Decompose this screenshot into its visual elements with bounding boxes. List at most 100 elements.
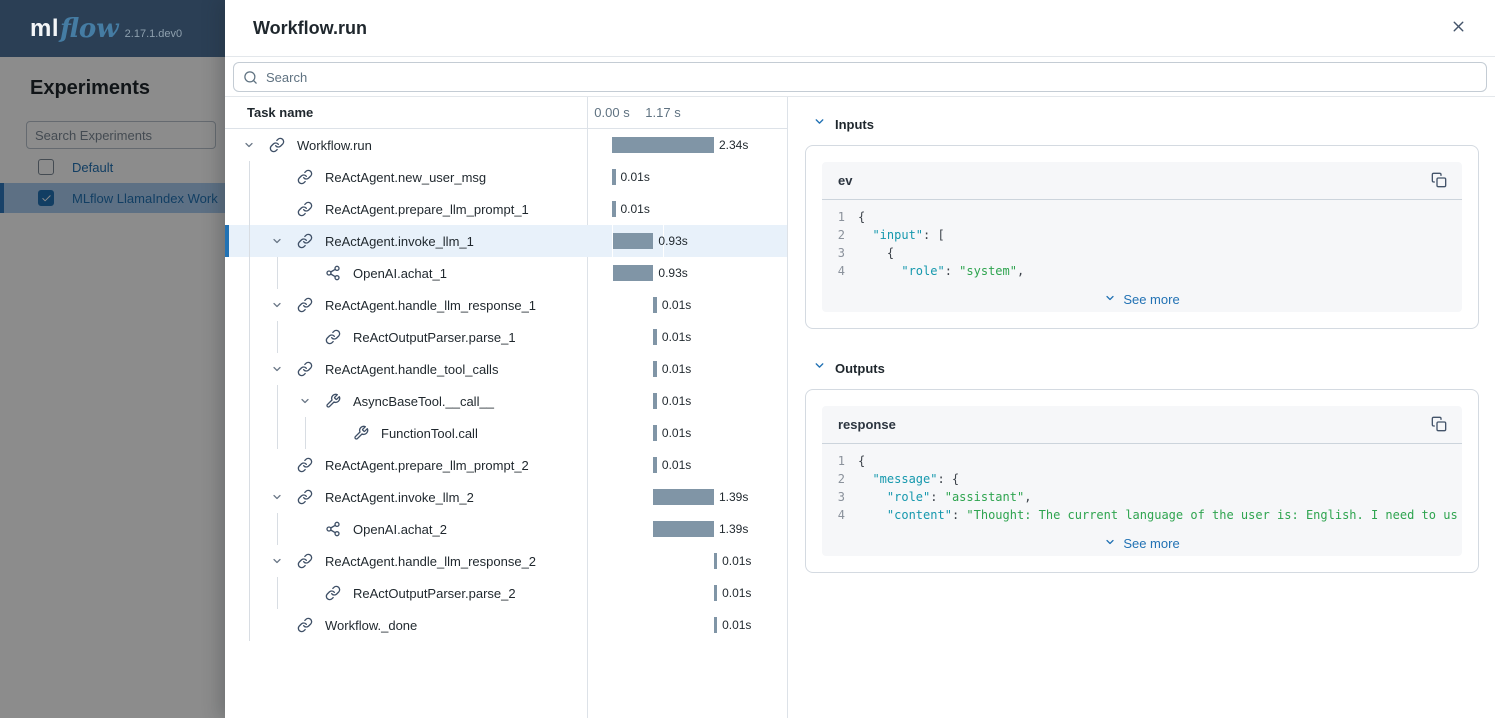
code-block-title: response [838, 417, 896, 432]
duration-bar[interactable] [713, 585, 718, 601]
close-button[interactable] [1445, 15, 1471, 41]
experiment-list-item[interactable]: MLflow LlamaIndex Work [0, 183, 225, 213]
experiment-list-item[interactable]: Default [0, 152, 225, 182]
task-name[interactable]: ReActAgent.prepare_llm_prompt_2 [325, 457, 529, 473]
experiment-name[interactable]: MLflow LlamaIndex Work [72, 190, 218, 206]
duration-label: 1.39s [719, 490, 749, 504]
task-row[interactable]: ReActAgent.handle_tool_calls 0.01s [225, 353, 787, 385]
task-name[interactable]: Workflow.run [297, 137, 372, 153]
duration-bar[interactable] [653, 297, 657, 313]
chevron-spacer [269, 457, 285, 473]
task-name[interactable]: ReActOutputParser.parse_2 [353, 585, 516, 601]
timeline-gridline [612, 225, 613, 257]
copy-icon [1431, 416, 1447, 435]
task-row[interactable]: ReActOutputParser.parse_1 0.01s [225, 321, 787, 353]
section-heading: Outputs [835, 360, 885, 376]
chevron-down-icon [813, 359, 826, 377]
task-row[interactable]: ReActAgent.invoke_llm_2 1.39s [225, 481, 787, 513]
experiment-checkbox[interactable] [38, 159, 54, 175]
tree-indent-guide [249, 385, 250, 417]
chain-icon [297, 489, 313, 505]
experiments-search-input[interactable] [26, 121, 216, 149]
task-row[interactable]: OpenAI.achat_1 0.93s [225, 257, 787, 289]
modal-backdrop[interactable] [0, 57, 225, 718]
duration-bar[interactable] [612, 201, 616, 217]
task-name[interactable]: ReActAgent.new_user_msg [325, 169, 487, 185]
expand-chevron-icon[interactable] [269, 297, 285, 313]
duration-bar[interactable] [653, 393, 657, 409]
duration-bar[interactable] [653, 361, 657, 377]
expand-chevron-icon[interactable] [269, 361, 285, 377]
task-row[interactable]: ReActAgent.handle_llm_response_2 0.01s [225, 545, 787, 577]
outputs-section-toggle[interactable]: Outputs [813, 359, 1479, 377]
task-name[interactable]: AsyncBaseTool.__call__ [353, 393, 494, 409]
task-row[interactable]: OpenAI.achat_2 1.39s [225, 513, 787, 545]
task-row[interactable]: AsyncBaseTool.__call__ 0.01s [225, 385, 787, 417]
wrench-icon [325, 393, 341, 409]
copy-button[interactable] [1430, 172, 1448, 190]
task-name[interactable]: ReActAgent.prepare_llm_prompt_1 [325, 201, 529, 217]
task-name[interactable]: ReActAgent.invoke_llm_1 [325, 233, 474, 249]
task-row[interactable]: ReActAgent.handle_llm_response_1 0.01s [225, 289, 787, 321]
tree-indent-guide [277, 577, 278, 609]
task-name[interactable]: ReActAgent.handle_llm_response_1 [325, 297, 537, 313]
sidebar-title: Experiments [30, 77, 151, 99]
tree-indent-guide [249, 577, 250, 609]
expand-chevron-icon[interactable] [241, 137, 257, 153]
expand-chevron-icon[interactable] [269, 233, 285, 249]
duration-bar[interactable] [653, 329, 657, 345]
duration-label: 0.01s [722, 554, 752, 568]
see-more-link[interactable]: See more [822, 530, 1462, 556]
expand-chevron-icon[interactable] [297, 393, 313, 409]
task-name[interactable]: OpenAI.achat_2 [353, 521, 447, 537]
duration-bar[interactable] [713, 553, 718, 569]
line-number: 1 [837, 210, 845, 224]
task-row[interactable]: Workflow.run 2.34s [225, 129, 787, 161]
trace-search-row [225, 57, 1495, 97]
see-more-link[interactable]: See more [822, 286, 1462, 312]
copy-button[interactable] [1430, 416, 1448, 434]
duration-bar[interactable] [612, 265, 654, 281]
chevron-spacer [297, 265, 313, 281]
task-name[interactable]: ReActAgent.handle_tool_calls [325, 361, 499, 377]
task-row[interactable]: FunctionTool.call 0.01s [225, 417, 787, 449]
task-row[interactable]: ReActOutputParser.parse_2 0.01s [225, 577, 787, 609]
duration-bar[interactable] [713, 617, 718, 633]
task-row[interactable]: Workflow._done 0.01s [225, 609, 787, 641]
task-name[interactable]: OpenAI.achat_1 [353, 265, 447, 281]
chevron-spacer [269, 617, 285, 633]
task-row[interactable]: ReActAgent.prepare_llm_prompt_2 0.01s [225, 449, 787, 481]
duration-bar[interactable] [612, 169, 616, 185]
duration-bar[interactable] [653, 489, 714, 505]
line-number: 2 [837, 472, 845, 486]
chain-icon [269, 137, 285, 153]
duration-bar[interactable] [653, 425, 657, 441]
task-name[interactable]: FunctionTool.call [381, 425, 478, 441]
task-row[interactable]: ReActAgent.invoke_llm_1 0.93s [225, 225, 787, 257]
expand-chevron-icon[interactable] [269, 489, 285, 505]
tree-indent-guide [249, 545, 250, 577]
task-name[interactable]: ReActOutputParser.parse_1 [353, 329, 516, 345]
duration-bar[interactable] [653, 521, 714, 537]
inputs-card: ev 1{2 "input": [3 {4 "role": "system", … [805, 145, 1479, 329]
code-line: 2 "input": [ [822, 226, 1462, 244]
task-name[interactable]: ReActAgent.handle_llm_response_2 [325, 553, 537, 569]
task-name[interactable]: ReActAgent.invoke_llm_2 [325, 489, 474, 505]
task-row[interactable]: ReActAgent.prepare_llm_prompt_1 0.01s [225, 193, 787, 225]
trace-search-input[interactable] [233, 62, 1487, 92]
tree-indent-guide [249, 225, 250, 257]
duration-label: 0.01s [661, 362, 692, 376]
chevron-down-icon [1104, 536, 1116, 551]
task-name[interactable]: Workflow._done [325, 617, 418, 633]
task-row[interactable]: ReActAgent.new_user_msg 0.01s [225, 161, 787, 193]
expand-chevron-icon[interactable] [269, 553, 285, 569]
duration-bar[interactable] [653, 457, 657, 473]
line-number: 1 [837, 454, 845, 468]
experiment-checkbox[interactable] [38, 190, 54, 206]
duration-bar[interactable] [612, 233, 654, 249]
duration-bar[interactable] [612, 137, 714, 153]
experiment-name[interactable]: Default [72, 159, 114, 175]
inputs-section-toggle[interactable]: Inputs [813, 115, 1479, 133]
duration-label: 0.01s [722, 586, 752, 600]
tree-indent-guide [249, 321, 250, 353]
